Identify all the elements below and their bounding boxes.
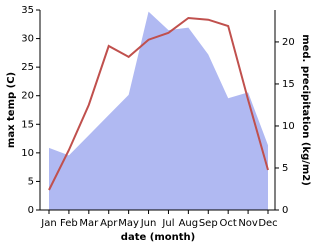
y-tick-label: 20 — [21, 91, 34, 102]
y-tick-label: 30 — [21, 34, 34, 45]
y2-tick-label: 5 — [282, 163, 288, 174]
x-tick-label: Apr — [100, 218, 118, 229]
y2-axis-title: med. precipitation (kg/m2) — [300, 34, 311, 186]
precipitation-area — [49, 11, 268, 210]
x-tick-label: Mar — [79, 218, 99, 229]
x-tick-label: Oct — [220, 218, 237, 229]
x-tick-label: Aug — [179, 218, 199, 229]
x-tick-label: Sep — [199, 218, 218, 229]
temperature-line — [48, 16, 269, 191]
y-tick-label: 35 — [21, 5, 34, 16]
y-tick-label: 5 — [28, 176, 34, 187]
x-axis-title: date (month) — [121, 232, 195, 243]
y2-tick-label: 20 — [282, 37, 295, 48]
x-tick-label: Feb — [60, 218, 78, 229]
y-axis-title: max temp (C) — [6, 72, 17, 148]
x-tick-label: Dec — [258, 218, 277, 229]
y2-tick-label: 10 — [282, 121, 295, 132]
y-tick-label: 10 — [21, 148, 34, 159]
x-tick-label: May — [118, 218, 139, 229]
x-tick-label: Jul — [161, 218, 174, 229]
x-tick-label: Jan — [40, 218, 56, 229]
y-tick-label: 25 — [21, 62, 34, 73]
y2-tick-label: 0 — [282, 205, 288, 216]
y-tick-label: 15 — [21, 119, 34, 130]
x-tick-label: Jun — [140, 218, 157, 229]
y2-tick-label: 15 — [282, 79, 295, 90]
x-tick-label: Nov — [238, 218, 258, 229]
y-tick-label: 0 — [28, 205, 34, 216]
